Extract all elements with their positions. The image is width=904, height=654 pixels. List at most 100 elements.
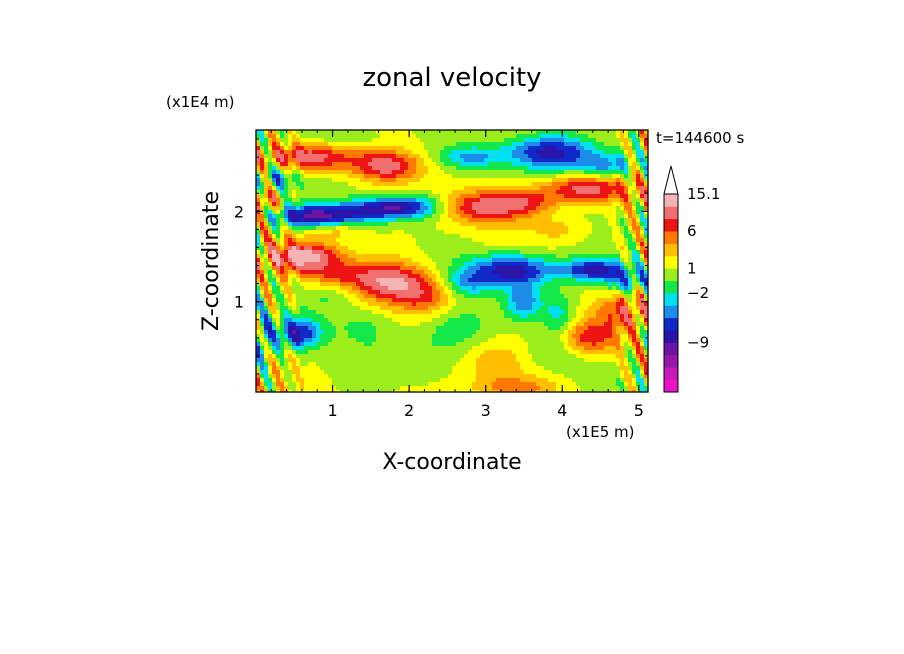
heatmap-cell (348, 174, 365, 179)
heatmap-cell (620, 282, 625, 287)
heatmap-cell (256, 170, 261, 175)
heatmap-cell (644, 146, 648, 151)
heatmap-cell (300, 310, 317, 315)
heatmap-cell (644, 314, 648, 319)
heatmap-cell (256, 278, 261, 283)
heatmap-cell (584, 270, 609, 275)
heatmap-cell (456, 198, 465, 203)
heatmap-cell (260, 234, 265, 239)
heatmap-cell (264, 378, 269, 383)
heatmap-cell (560, 338, 569, 343)
heatmap-cell (556, 190, 577, 195)
heatmap-cell (408, 286, 421, 291)
heatmap-cell (420, 202, 425, 207)
heatmap-cell (628, 238, 633, 243)
heatmap-cell (576, 354, 617, 359)
heatmap-cell (260, 250, 265, 255)
heatmap-cell (528, 258, 545, 263)
time-label: t=144600 s (656, 129, 744, 147)
heatmap-cell (276, 382, 285, 387)
heatmap-cell (640, 218, 648, 223)
heatmap-cell (356, 338, 377, 343)
heatmap-cell (260, 206, 265, 211)
heatmap-cell (280, 166, 293, 171)
heatmap-cell (584, 290, 621, 295)
heatmap-cell (280, 274, 289, 279)
heatmap-cell (352, 198, 377, 203)
heatmap-cell (292, 146, 297, 151)
heatmap-cell (256, 266, 261, 271)
heatmap-cell (288, 238, 293, 243)
heatmap-cell (536, 266, 573, 271)
heatmap-cell (276, 246, 281, 251)
heatmap-cell (632, 326, 637, 331)
heatmap-cell (464, 262, 477, 267)
heatmap-cell (552, 178, 569, 183)
heatmap-cell (612, 162, 617, 167)
heatmap-cell (300, 386, 305, 391)
heatmap-cell (260, 390, 265, 392)
heatmap-cell (636, 222, 641, 227)
heatmap-cell (264, 186, 269, 191)
x-unit-label: (x1E5 m) (566, 423, 635, 441)
heatmap-cell (636, 142, 641, 147)
heatmap-cell (464, 354, 481, 359)
heatmap-cell (428, 198, 437, 203)
heatmap-cell (284, 362, 289, 367)
heatmap-cell (620, 262, 625, 267)
heatmap-cell (256, 362, 261, 367)
heatmap-cell (324, 370, 453, 375)
heatmap-cell (608, 182, 617, 187)
heatmap-cell (640, 262, 645, 267)
heatmap-cell (628, 182, 633, 187)
heatmap-cell (644, 338, 648, 343)
heatmap-cell (616, 210, 625, 215)
heatmap-cell (292, 174, 301, 179)
heatmap-cell (480, 354, 517, 359)
heatmap-cell (644, 206, 648, 211)
heatmap-cell (272, 166, 277, 171)
heatmap-cell (268, 386, 273, 391)
heatmap-cell (632, 298, 637, 303)
heatmap-cell (288, 342, 293, 347)
heatmap-cell (452, 306, 501, 311)
heatmap-cell (284, 330, 289, 335)
heatmap-cell (256, 370, 261, 375)
heatmap-cell (620, 246, 625, 251)
heatmap-cell (632, 282, 641, 287)
heatmap-cell (488, 162, 513, 167)
heatmap-cell (468, 218, 517, 223)
heatmap-cell (636, 170, 641, 175)
heatmap-cell (276, 130, 281, 135)
heatmap-cell (296, 378, 305, 383)
heatmap-cell (544, 146, 557, 151)
heatmap-cell (640, 258, 645, 263)
heatmap-cell (480, 290, 505, 295)
heatmap-cell (460, 282, 533, 287)
heatmap-cell (296, 162, 301, 167)
heatmap-cell (620, 298, 625, 303)
heatmap-cell (540, 278, 553, 283)
heatmap-cell (632, 206, 637, 211)
heatmap-cell (348, 322, 373, 327)
heatmap-cell (456, 210, 465, 215)
heatmap-cell (608, 194, 621, 199)
heatmap-cell (328, 258, 341, 263)
heatmap-cell (280, 226, 289, 231)
heatmap-cell (484, 350, 513, 355)
heatmap-cell (272, 190, 277, 195)
heatmap-cell (616, 346, 621, 351)
heatmap-cell (644, 138, 648, 143)
heatmap-cell (264, 278, 269, 283)
heatmap-cell (616, 242, 625, 247)
heatmap-cell (264, 190, 269, 195)
heatmap-cell (532, 286, 541, 291)
heatmap-cell (460, 214, 473, 219)
heatmap-cell (268, 334, 277, 339)
heatmap-cell (292, 190, 297, 195)
heatmap-cell (276, 142, 281, 147)
heatmap-cell (568, 254, 621, 259)
heatmap-cell (284, 202, 293, 207)
heatmap-cell (360, 206, 385, 211)
heatmap-cell (448, 210, 457, 215)
